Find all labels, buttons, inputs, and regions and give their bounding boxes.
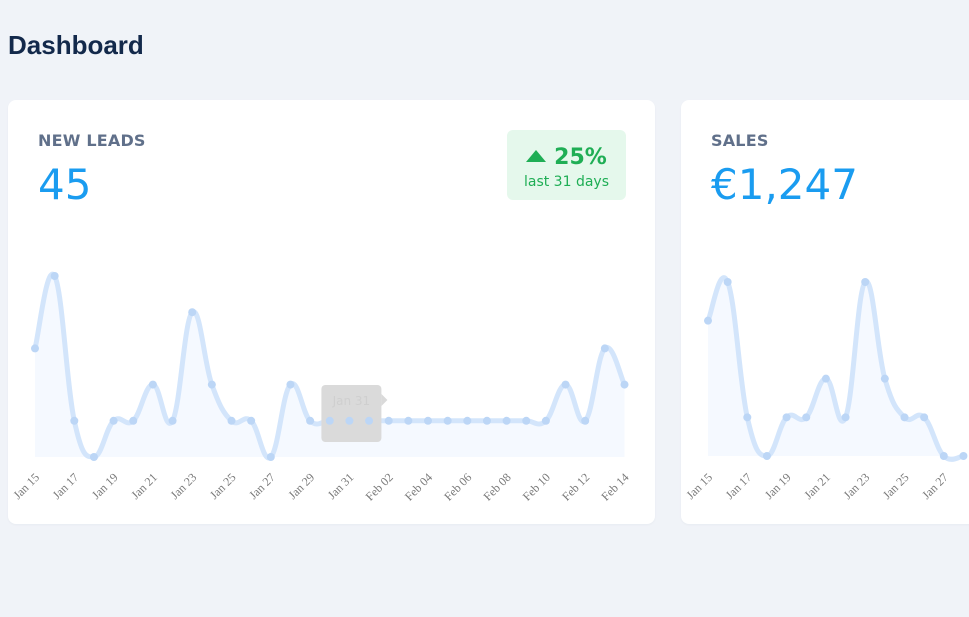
- x-tick-label: Jan 29: [285, 470, 317, 502]
- trend-badge: 25% last 31 days: [507, 130, 626, 200]
- data-point[interactable]: [404, 416, 413, 425]
- data-point[interactable]: [841, 413, 850, 422]
- data-point[interactable]: [939, 452, 948, 460]
- data-point[interactable]: [31, 344, 39, 353]
- data-point[interactable]: [880, 374, 889, 383]
- trend-period: last 31 days: [523, 174, 609, 190]
- x-tick-label: Feb 14: [598, 470, 631, 503]
- x-tick-label: Feb 08: [480, 470, 513, 503]
- data-point[interactable]: [723, 278, 732, 286]
- data-point[interactable]: [443, 416, 452, 425]
- sales-chart[interactable]: Jan 15 Jan 17 Jan 19 Jan 21 Jan 23 Jan 25 Jan …: [681, 100, 969, 524]
- data-point[interactable]: [620, 380, 629, 389]
- x-tick-label: Feb 12: [559, 470, 592, 503]
- data-point[interactable]: [821, 374, 830, 383]
- page-title: Dashboard: [8, 30, 144, 60]
- x-tick-label: Feb 06: [441, 470, 474, 503]
- data-point[interactable]: [522, 416, 531, 425]
- x-tick-label: Jan 19: [89, 470, 121, 502]
- data-point[interactable]: [168, 416, 177, 425]
- series-area: [708, 277, 964, 460]
- data-point[interactable]: [482, 416, 491, 425]
- data-point[interactable]: [463, 416, 472, 425]
- x-tick-label: Feb 10: [520, 470, 553, 503]
- card-label: NEW LEADS: [38, 131, 146, 150]
- data-point[interactable]: [900, 413, 909, 422]
- data-point[interactable]: [286, 380, 295, 389]
- data-point[interactable]: [581, 416, 590, 425]
- x-tick-label: Jan 27: [919, 470, 951, 502]
- chart-tooltip: Jan 31: [321, 385, 388, 442]
- x-tick-label: Jan 23: [841, 470, 873, 502]
- arrow-up-icon: [526, 150, 547, 162]
- x-tick-label: Jan 17: [723, 470, 755, 502]
- data-point[interactable]: [861, 278, 870, 286]
- x-tick-label: Jan 25: [880, 470, 912, 502]
- data-point[interactable]: [207, 380, 216, 389]
- card-value: €1,247: [711, 160, 858, 209]
- data-point[interactable]: [50, 272, 59, 280]
- data-point[interactable]: [129, 416, 138, 425]
- data-point[interactable]: [704, 316, 712, 325]
- data-point[interactable]: [424, 416, 432, 425]
- sales-card: SALES €1,247 Jan 15 Jan 17 Jan 19 Jan 21 Jan…: [681, 100, 969, 524]
- x-tick-label: Jan 25: [207, 470, 239, 502]
- x-tick-label: Feb 02: [363, 470, 396, 503]
- data-point[interactable]: [325, 416, 334, 425]
- x-tick-label: Jan 15: [683, 470, 715, 502]
- data-point[interactable]: [600, 344, 609, 353]
- data-point[interactable]: [762, 452, 771, 460]
- x-tick-label: Jan 23: [168, 470, 200, 502]
- data-point[interactable]: [502, 416, 511, 425]
- data-point[interactable]: [384, 416, 393, 425]
- data-point[interactable]: [89, 453, 98, 461]
- data-point[interactable]: [227, 416, 236, 425]
- data-point[interactable]: [345, 416, 354, 425]
- x-tick-label: Jan 17: [50, 470, 82, 502]
- data-point[interactable]: [306, 416, 315, 425]
- data-point[interactable]: [802, 413, 811, 422]
- x-tick-label: Jan 21: [801, 470, 833, 502]
- x-tick-label: Jan 21: [128, 470, 160, 502]
- data-point[interactable]: [743, 413, 752, 422]
- data-point[interactable]: [959, 452, 968, 460]
- x-tick-label: Jan 15: [10, 470, 42, 502]
- data-point[interactable]: [188, 308, 197, 317]
- series-area: [35, 274, 625, 458]
- data-point[interactable]: [70, 416, 79, 425]
- data-point[interactable]: [365, 416, 374, 425]
- data-point[interactable]: [541, 416, 550, 425]
- data-point[interactable]: [247, 416, 256, 425]
- x-tick-label: Jan 27: [246, 470, 278, 502]
- data-point[interactable]: [782, 413, 791, 422]
- data-point[interactable]: [109, 416, 118, 425]
- data-point[interactable]: [266, 453, 275, 461]
- tooltip-label: Jan 31: [332, 394, 371, 408]
- data-point[interactable]: [148, 380, 157, 389]
- card-label: SALES: [711, 131, 769, 150]
- card-value: 45: [38, 160, 92, 209]
- x-tick-label: Jan 31: [325, 470, 357, 502]
- x-tick-label: Feb 04: [402, 470, 435, 503]
- x-tick-label: Jan 19: [762, 470, 794, 502]
- new-leads-card: NEW LEADS 45 25% last 31 days Jan 31 Jan …: [8, 100, 655, 524]
- data-point[interactable]: [561, 380, 570, 389]
- trend-value: 25%: [554, 145, 607, 170]
- data-point[interactable]: [920, 413, 929, 422]
